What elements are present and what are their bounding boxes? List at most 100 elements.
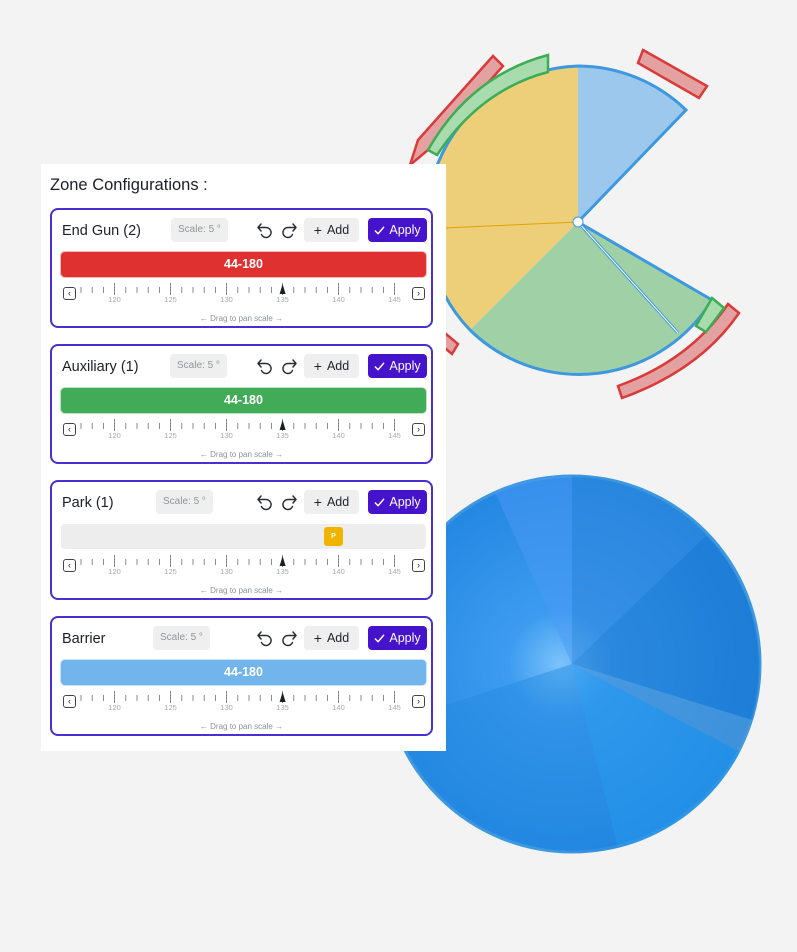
plus-icon: +: [313, 494, 322, 510]
ruler-pointer[interactable]: [279, 556, 286, 566]
chevron-left-icon[interactable]: ‹: [63, 695, 76, 708]
chevron-right-icon[interactable]: ›: [412, 695, 425, 708]
add-button-label: Add: [326, 223, 350, 237]
zone-range-bar[interactable]: 44-180: [61, 252, 426, 277]
add-button[interactable]: + Add: [304, 218, 359, 242]
zone-card-auxiliary: Auxiliary (1) Scale: 5 ° + Add Apply 44-…: [50, 344, 433, 464]
ruler-pointer[interactable]: [279, 284, 286, 294]
zone-range-track[interactable]: P: [61, 524, 426, 549]
chevron-right-icon[interactable]: ›: [412, 287, 425, 300]
scale-chip: Scale: 5 °: [156, 490, 213, 514]
ruler-pointer[interactable]: [279, 420, 286, 430]
top-pie-chart: [407, 48, 741, 400]
degree-ruler[interactable]: 120 125 130 135 140 145: [76, 282, 406, 304]
zone-range-bar[interactable]: 44-180: [61, 388, 426, 413]
degree-ruler[interactable]: 120 125 130 135 140 145: [76, 690, 406, 712]
check-icon: [375, 362, 385, 370]
zone-name: Auxiliary (1): [62, 359, 139, 375]
pie-sector-light-blue: [578, 66, 686, 222]
bottom-pie-chart: [382, 474, 762, 854]
ruler-label: 145: [388, 567, 401, 576]
arc-green-2: [694, 296, 726, 334]
ruler-label: 130: [220, 431, 233, 440]
ruler-label: 125: [164, 703, 177, 712]
add-button-label: Add: [326, 359, 350, 373]
ruler-label: 130: [220, 703, 233, 712]
zone-config-panel: Zone Configurations : End Gun (2) Scale:…: [41, 164, 446, 751]
ruler-label: 135: [276, 703, 289, 712]
panel-title: Zone Configurations :: [50, 176, 208, 194]
zone-name: End Gun (2): [62, 223, 141, 239]
undo-icon[interactable]: [255, 628, 275, 648]
redo-icon[interactable]: [279, 220, 299, 240]
zone-card-end-gun: End Gun (2) Scale: 5 ° + Add Apply 44-18…: [50, 208, 433, 328]
add-button[interactable]: + Add: [304, 490, 359, 514]
ruler-pointer[interactable]: [279, 692, 286, 702]
ruler-label: 125: [164, 431, 177, 440]
add-button-label: Add: [326, 495, 350, 509]
ruler-label: 120: [108, 431, 121, 440]
apply-button[interactable]: Apply: [368, 354, 427, 378]
ruler-label: 140: [332, 431, 345, 440]
apply-button[interactable]: Apply: [368, 218, 427, 242]
chevron-left-icon[interactable]: ‹: [63, 559, 76, 572]
zone-range-bar[interactable]: 44-180: [61, 660, 426, 685]
zone-name: Barrier: [62, 631, 106, 647]
check-icon: [375, 634, 385, 642]
scale-chip: Scale: 5 °: [170, 354, 227, 378]
ruler-label: 120: [108, 703, 121, 712]
undo-icon[interactable]: [255, 356, 275, 376]
ruler-label: 125: [164, 295, 177, 304]
apply-button[interactable]: Apply: [368, 626, 427, 650]
undo-icon[interactable]: [255, 220, 275, 240]
ruler-label: 140: [332, 295, 345, 304]
check-icon: [375, 226, 385, 234]
drag-hint: ← Drag to pan scale →: [199, 722, 284, 731]
ruler-label: 125: [164, 567, 177, 576]
ruler-label: 145: [388, 295, 401, 304]
plus-icon: +: [313, 630, 322, 646]
ruler-label: 135: [276, 567, 289, 576]
zone-name: Park (1): [62, 495, 114, 511]
ruler-label: 145: [388, 703, 401, 712]
apply-button-label: Apply: [389, 223, 421, 237]
chevron-left-icon[interactable]: ‹: [63, 423, 76, 436]
apply-button-label: Apply: [389, 359, 421, 373]
zone-card-park: Park (1) Scale: 5 ° + Add Apply P ‹ 120 1…: [50, 480, 433, 600]
chevron-left-icon[interactable]: ‹: [63, 287, 76, 300]
zone-card-barrier: Barrier Scale: 5 ° + Add Apply 44-180 ‹ …: [50, 616, 433, 736]
scale-chip: Scale: 5 °: [171, 218, 228, 242]
ruler-label: 140: [332, 703, 345, 712]
drag-hint: ← Drag to pan scale →: [199, 586, 284, 595]
ruler-label: 145: [388, 431, 401, 440]
park-marker[interactable]: P: [324, 527, 343, 546]
redo-icon[interactable]: [279, 628, 299, 648]
pie-sector-yellow: [426, 66, 578, 330]
ruler-label: 120: [108, 567, 121, 576]
plus-icon: +: [313, 222, 322, 238]
plus-icon: +: [313, 358, 322, 374]
degree-ruler[interactable]: 120 125 130 135 140 145: [76, 418, 406, 440]
ruler-label: 130: [220, 295, 233, 304]
redo-icon[interactable]: [279, 356, 299, 376]
ruler-label: 140: [332, 567, 345, 576]
add-button[interactable]: + Add: [304, 626, 359, 650]
redo-icon[interactable]: [279, 492, 299, 512]
degree-ruler[interactable]: 120 125 130 135 140 145: [76, 554, 406, 576]
drag-hint: ← Drag to pan scale →: [199, 450, 284, 459]
undo-icon[interactable]: [255, 492, 275, 512]
arc-red-2: [636, 48, 709, 100]
ruler-label: 135: [276, 295, 289, 304]
apply-button-label: Apply: [389, 495, 421, 509]
check-icon: [375, 498, 385, 506]
scale-chip: Scale: 5 °: [153, 626, 210, 650]
chevron-right-icon[interactable]: ›: [412, 423, 425, 436]
ruler-label: 120: [108, 295, 121, 304]
add-button[interactable]: + Add: [304, 354, 359, 378]
apply-button[interactable]: Apply: [368, 490, 427, 514]
pie-sector-green: [470, 222, 712, 375]
ruler-label: 130: [220, 567, 233, 576]
arc-green-1: [426, 53, 550, 157]
chevron-right-icon[interactable]: ›: [412, 559, 425, 572]
